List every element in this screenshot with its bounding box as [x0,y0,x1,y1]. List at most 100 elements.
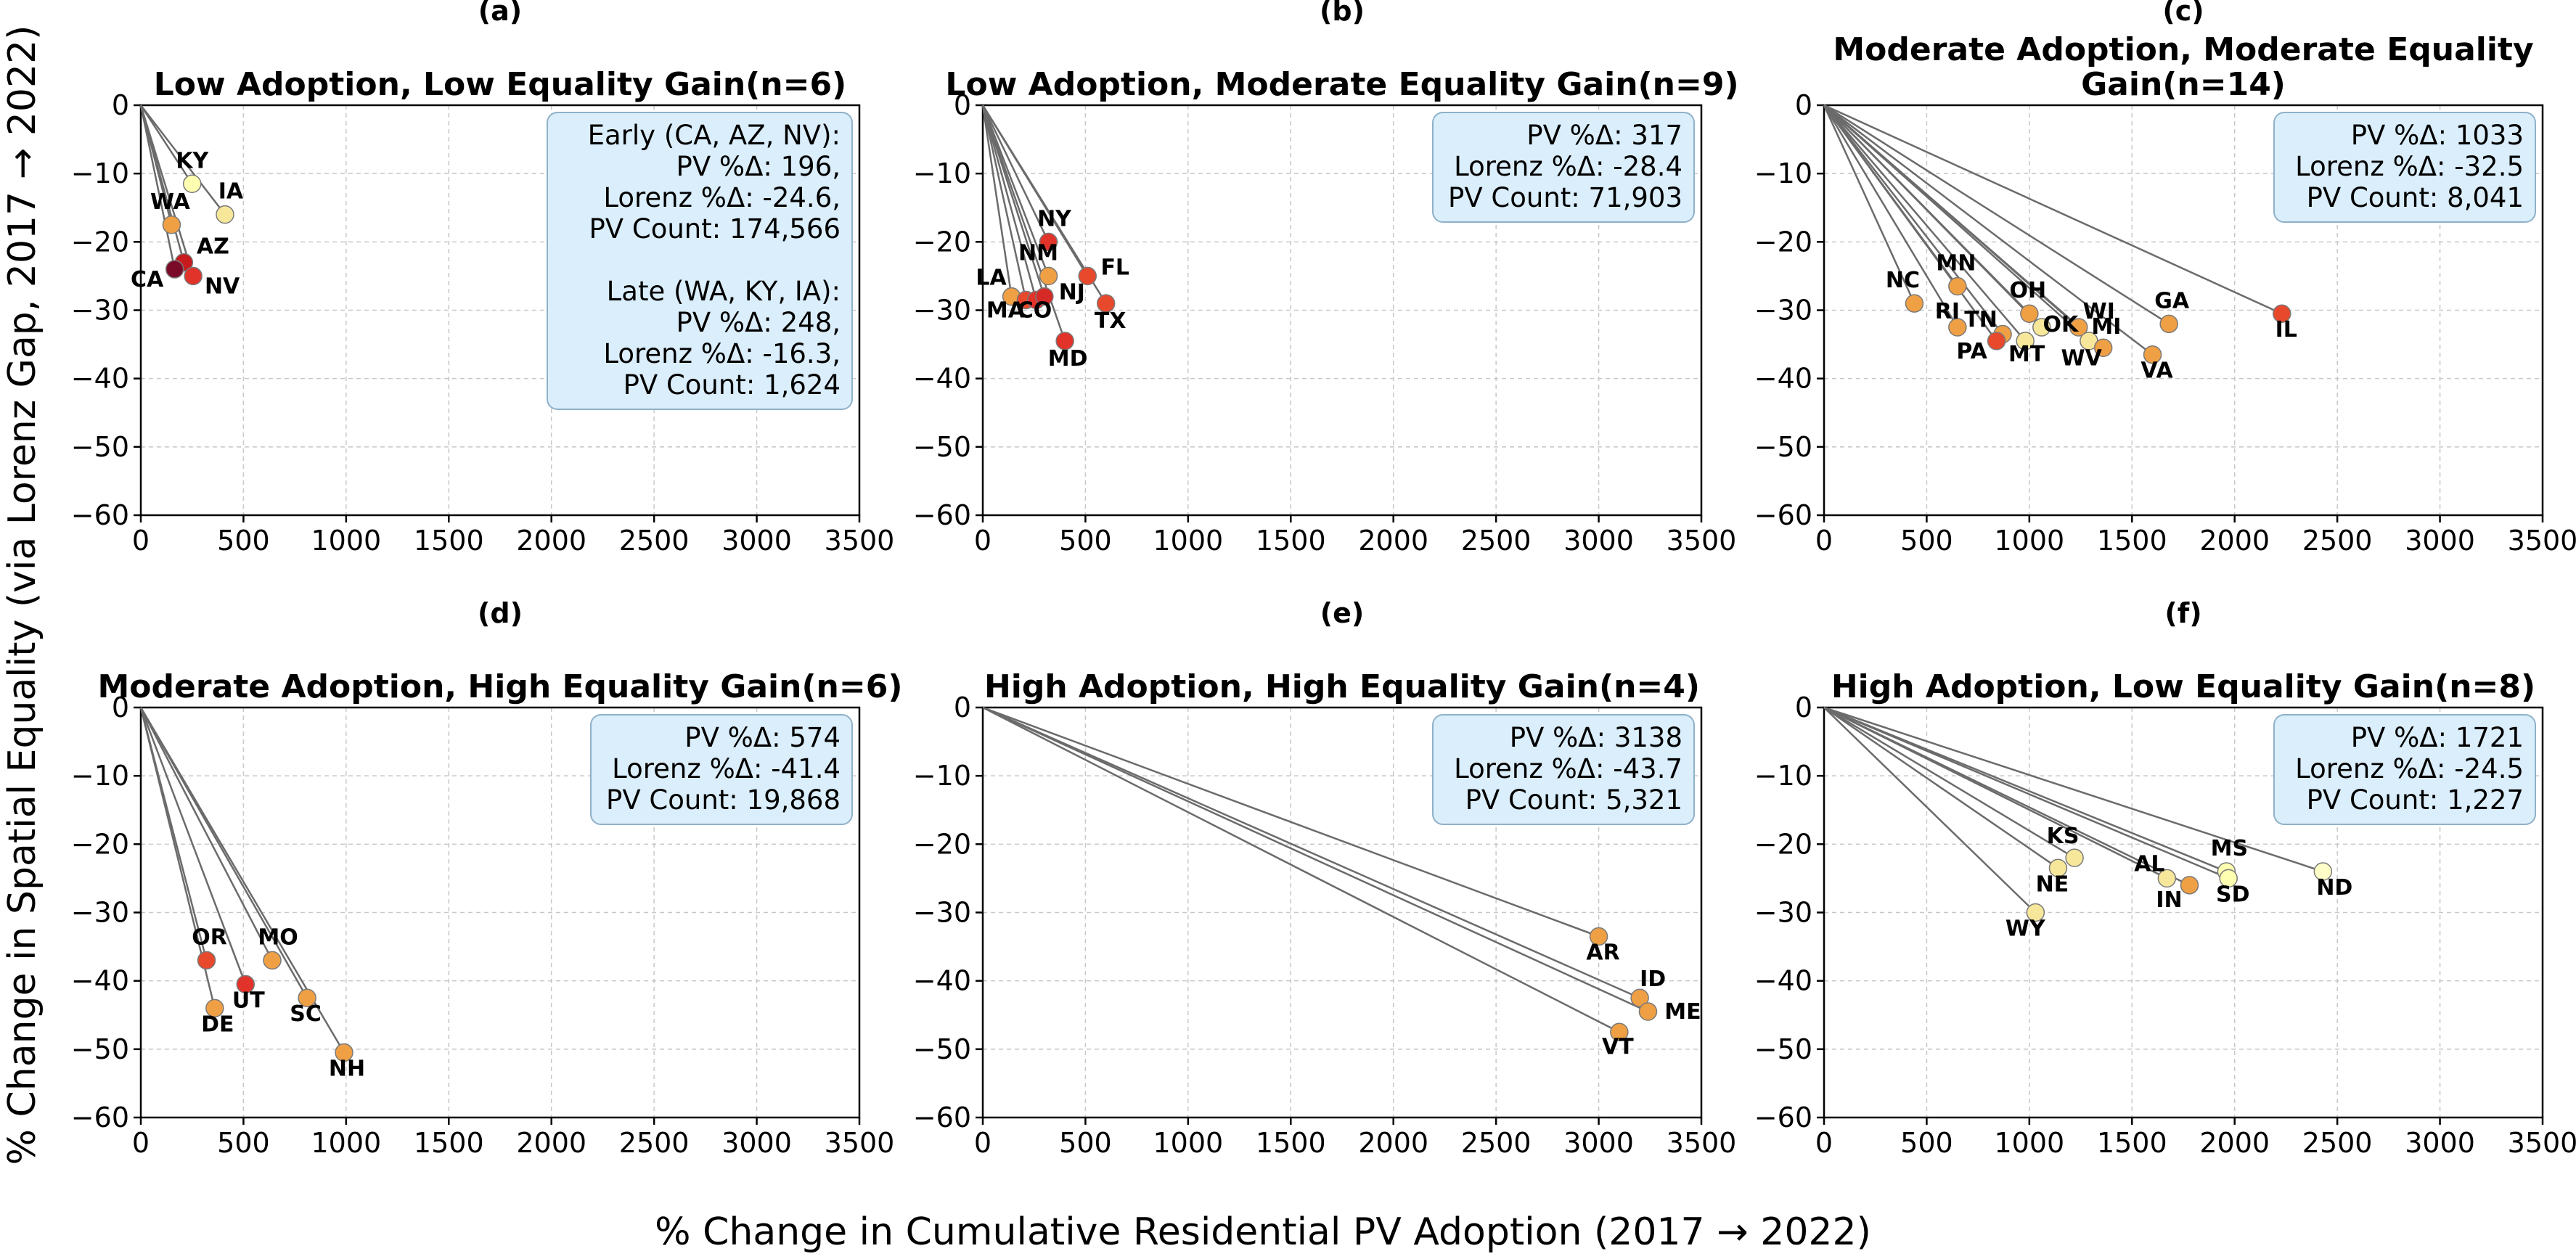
point-sd [2219,869,2238,888]
x-tick-label: 0 [974,525,991,557]
point-label-ri: RI [1935,299,1960,324]
y-tick-label: 0 [112,692,129,723]
point-wy [2026,903,2045,922]
point-label-mn: MN [1936,251,1976,276]
point-label-vt: VT [1602,1034,1634,1059]
point-ia [216,205,234,224]
info-box-line: Lorenz %Δ: -28.4 [1454,151,1682,182]
panel-title: Low Adoption, Moderate Equality Gain(n=9… [945,66,1738,103]
x-tick-label: 1000 [1153,525,1223,557]
point-de [205,998,224,1018]
trajectory-line-la [981,104,1013,297]
y-tick-label: −40 [71,363,129,395]
trajectory-line-ky [139,104,193,184]
point-label-al: AL [2134,851,2164,877]
point-mo [263,951,282,970]
panel-title: High Adoption, High Equality Gain(n=4) [984,668,1700,705]
point-id [1630,988,1649,1007]
x-tick-label: 1500 [1256,525,1326,557]
info-box-line: Lorenz %Δ: -43.7 [1454,753,1682,784]
x-tick-label: 0 [132,1127,150,1159]
trajectory-line-ar [982,706,1600,938]
y-tick-label: −30 [1754,897,1812,929]
trajectory-line-ms [1823,706,2227,873]
point-label-or: OR [192,924,227,950]
y-tick-label: −60 [913,499,971,531]
trajectory-line-ri [1823,104,1958,328]
point-label-wa: WA [150,189,191,215]
trajectory-line-ma [981,104,1027,300]
panel-b: 0 500 1000 1500 2000 2500 3000 3500 0 −10 −20 −30 −4… [913,0,1739,557]
y-tick-label: −30 [71,897,129,929]
y-tick-label: −10 [71,157,129,189]
x-tick-label: 500 [1059,1127,1112,1159]
point-ne [2048,858,2068,878]
point-label-ma: MA [986,298,1026,323]
point-nv [184,266,203,286]
y-tick-label: −50 [71,1033,129,1065]
info-box-line: Lorenz %Δ: -32.5 [2295,151,2524,182]
point-fl [1078,266,1097,286]
point-label-tn: TN [1964,307,1998,332]
info-box-line: Lorenz %Δ: -24.5 [2295,753,2524,784]
x-tick-label: 500 [217,1127,270,1159]
info-box-line: PV %Δ: 248, [676,307,841,338]
y-tick-label: −10 [1754,157,1812,189]
x-tick-label: 1000 [311,1127,381,1159]
y-tick-label: −50 [1754,431,1812,463]
trajectory-line-in [1823,706,2191,886]
trajectory-line-ca [139,104,176,270]
trajectory-line-wv [1823,104,2104,349]
x-tick-label: 2000 [1358,1127,1428,1159]
x-tick-label: 3500 [2508,1127,2576,1159]
point-ny [1039,232,1058,252]
info-box-line: PV Count: 5,321 [1465,784,1682,816]
point-ut [236,975,255,994]
x-tick-label: 500 [1059,525,1112,557]
point-nm [1039,266,1058,286]
x-tick-label: 1500 [2097,525,2167,557]
info-box [590,714,853,825]
point-label-oh: OH [2010,278,2047,303]
trajectory-line-il [1823,104,2283,315]
x-tick-label: 2000 [516,1127,586,1159]
trajectory-line-nd [1823,706,2323,873]
x-tick-label: 3000 [721,525,792,557]
point-label-nc: NC [1886,268,1920,293]
panel-letter: (e) [1320,597,1365,629]
point-label-va: VA [2140,358,2173,384]
panel-title: Gain(n=14) [2081,66,2286,103]
y-tick-label: −10 [1754,760,1812,792]
point-mn [1948,276,1967,296]
info-box-line: PV %Δ: 3138 [1510,722,1682,753]
info-box [1432,714,1695,825]
x-tick-label: 2000 [516,525,586,557]
y-tick-label: −40 [71,965,129,997]
trajectory-line-ne [1823,706,2059,869]
trajectory-line-nc [1823,104,1915,304]
trajectory-line-pa [1823,104,1998,342]
trajectory-line-nv [139,104,195,276]
point-wv [2093,338,2113,358]
point-ar [1589,927,1608,946]
y-tick-label: −20 [71,226,129,258]
info-box [547,112,853,410]
y-tick-label: −50 [913,431,971,463]
x-tick-label: 3500 [1667,1127,1737,1159]
y-tick-label: −60 [1754,1102,1812,1133]
y-tick-label: −20 [1754,226,1812,258]
point-label-in: IN [2156,887,2182,913]
x-tick-label: 2500 [2302,525,2373,557]
y-tick-label: 0 [1795,89,1812,121]
info-box-line: PV Count: 174,566 [589,213,841,245]
point-pa [1987,332,2006,350]
panel-f: 0 500 1000 1500 2000 2500 3000 3500 0 −10 −20 −30 −4… [1754,597,2576,1159]
trajectory-line-ks [1823,706,2075,859]
point-label-ar: AR [1586,940,1619,965]
trajectory-line-id [982,706,1640,999]
panel-d: 0 500 1000 1500 2000 2500 3000 3500 0 −10 −20 −30 −4… [71,597,903,1159]
y-tick-label: 0 [954,89,971,121]
x-tick-label: 3500 [1667,525,1737,557]
point-label-il: IL [2276,317,2297,343]
